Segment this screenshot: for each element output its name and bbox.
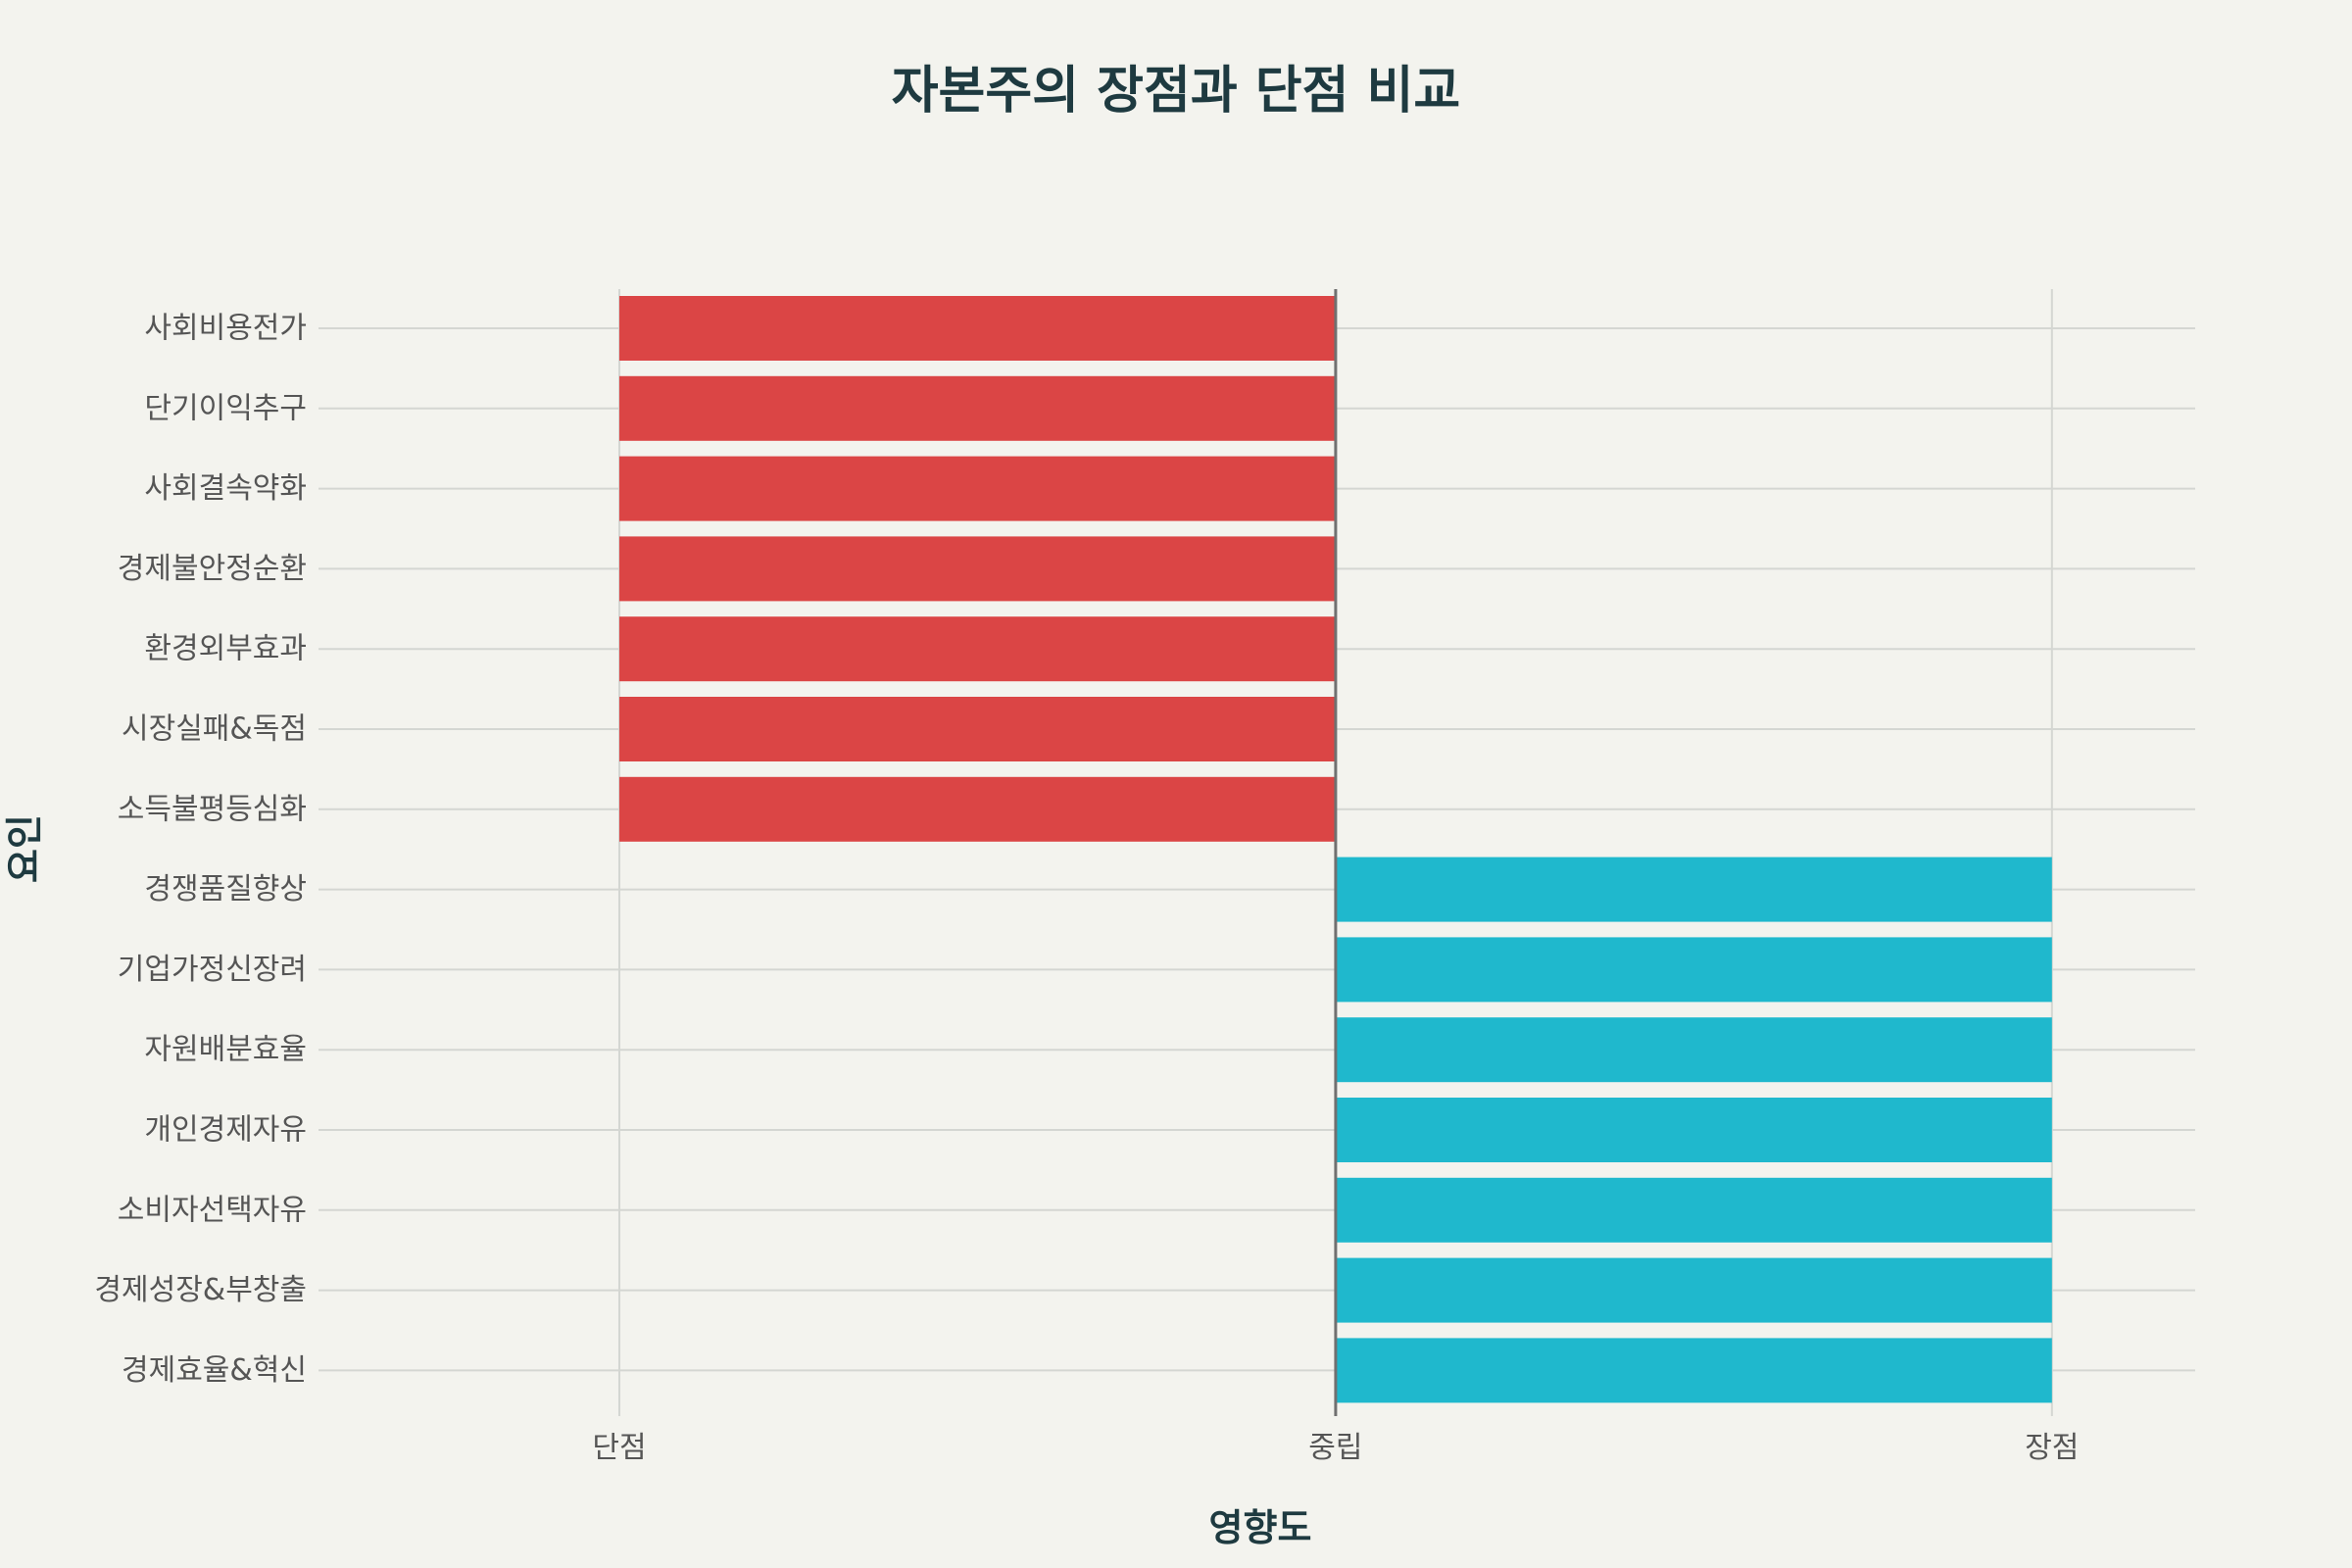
bar-positive: [1335, 1257, 2052, 1323]
bar-negative: [618, 776, 1336, 842]
bar-positive: [1335, 1098, 2052, 1162]
bar-negative: [618, 616, 1336, 682]
bar-positive: [1335, 1338, 2052, 1403]
y-tick-label: 경제효율&혁신: [122, 1353, 307, 1388]
bars: [618, 296, 2052, 1403]
bar-positive: [1335, 857, 2052, 922]
bar-negative: [618, 536, 1336, 602]
x-tick-label: 중립: [1308, 1431, 1362, 1465]
y-tick-label: 시장실패&독점: [122, 712, 307, 747]
y-axis-label: 요인: [3, 814, 46, 883]
bar-negative: [618, 296, 1336, 361]
x-tick-label: 장점: [2025, 1431, 2079, 1465]
y-tick-label: 경쟁품질향상: [144, 872, 307, 906]
bar-positive: [1335, 1177, 2052, 1243]
y-tick-label: 단기이익추구: [144, 391, 307, 425]
y-tick-label: 사회비용전가: [144, 312, 307, 346]
y-tick-label: 기업가정신장려: [118, 953, 307, 987]
bar-negative: [618, 375, 1336, 441]
bar-positive: [1335, 1017, 2052, 1083]
x-axis-label: 영향도: [1209, 1506, 1312, 1549]
y-tick-label: 소득불평등심화: [118, 792, 307, 826]
y-tick-label: 사회결속약화: [144, 471, 307, 506]
y-tick-label: 개인경제자유: [144, 1113, 307, 1148]
y-axis-ticks: 사회비용전가단기이익추구사회결속약화경제불안정순환환경외부효과시장실패&독점소득…: [94, 312, 307, 1388]
y-tick-label: 자원배분효율: [144, 1033, 307, 1067]
bar-negative: [618, 456, 1336, 521]
bar-negative: [618, 697, 1336, 761]
x-tick-label: 단점: [592, 1431, 646, 1465]
y-tick-label: 소비자선택자유: [118, 1193, 307, 1227]
x-axis-ticks: 단점 중립 장점: [592, 1431, 2079, 1465]
y-tick-label: 경제불안정순환: [118, 552, 307, 586]
chart-title: 자본주의 장점과 단점 비교: [892, 62, 1461, 121]
y-tick-label: 경제성장&부창출: [94, 1273, 307, 1307]
y-tick-label: 환경외부효과: [144, 632, 307, 666]
bar-positive: [1335, 937, 2052, 1003]
